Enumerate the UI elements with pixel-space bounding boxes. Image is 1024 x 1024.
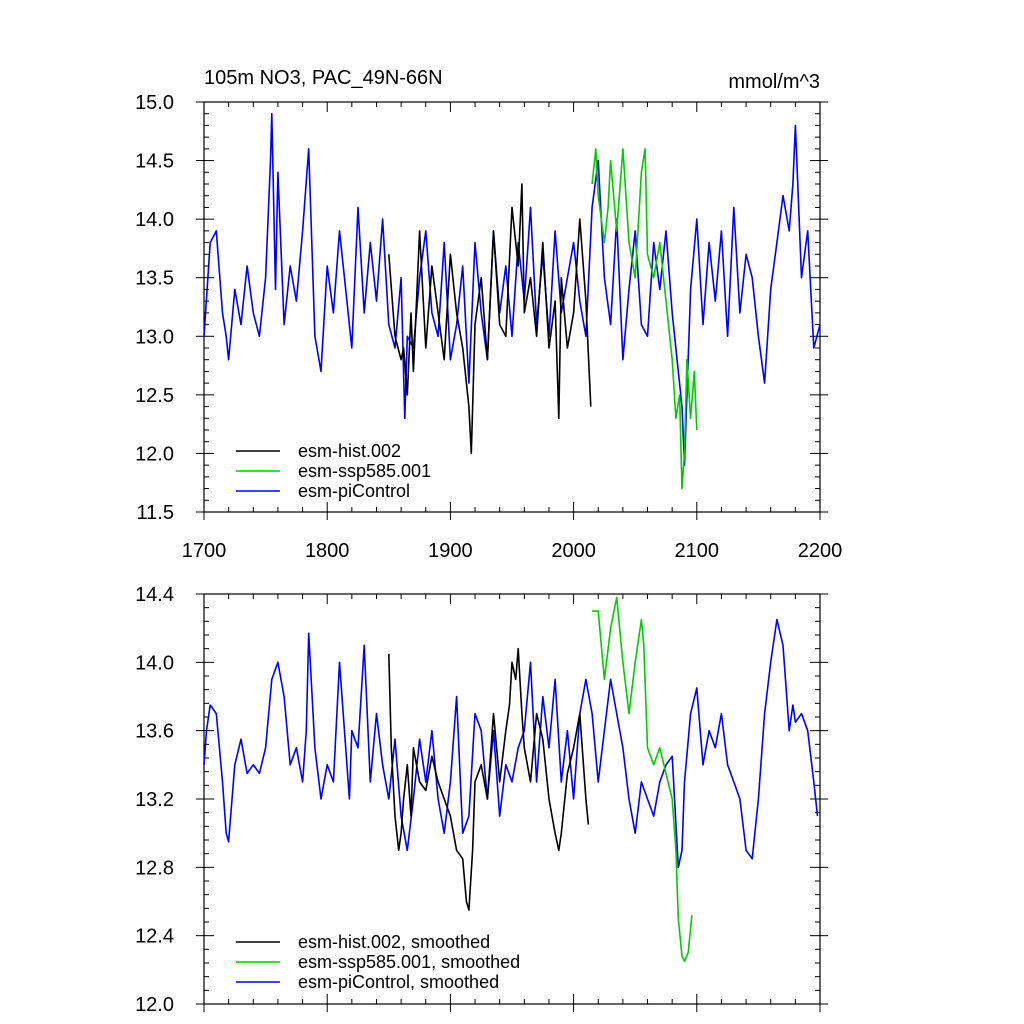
- top-chart-units: mmol/m^3: [728, 71, 820, 93]
- top-y-tick-label: 14.5: [135, 151, 174, 173]
- top-axes: 1700 1800 1900 2000 2100 2200 11.5 12.0 12.5 13.0…: [135, 92, 842, 562]
- top-y-tick-label: 11.5: [137, 502, 174, 524]
- top-series-line: [388, 183, 592, 455]
- top-plot-frame: [203, 101, 821, 513]
- top-legend-label: esm-piControl: [298, 481, 410, 501]
- bottom-axes: 12.0 12.4 12.8 13.2 13.6 14.0 14.4: [135, 584, 828, 1016]
- bottom-y-tick-label: 14.4: [135, 584, 174, 606]
- top-y-tick-label: 13.0: [135, 326, 174, 348]
- top-chart-title: 105m NO3, PAC_49N-66N: [204, 67, 443, 89]
- bottom-series-line: [592, 596, 693, 963]
- bottom-y-tick-label: 12.4: [135, 926, 174, 948]
- top-y-tick-label: 14.0: [135, 209, 174, 231]
- bottom-y-tick-label: 12.0: [135, 994, 174, 1016]
- bottom-series-line: [203, 618, 819, 869]
- bottom-y-tick-label: 12.8: [135, 857, 174, 879]
- top-legend-label: esm-ssp585.001: [298, 461, 431, 481]
- bottom-chart-panel: 12.0 12.4 12.8 13.2 13.6 14.0 14.4 esm-hist.00…: [135, 584, 828, 1016]
- bottom-y-tick-label: 13.2: [135, 789, 174, 811]
- top-series-line: [591, 148, 698, 490]
- bottom-y-tick-label: 14.0: [135, 652, 174, 674]
- top-x-tick-label: 1700: [182, 540, 227, 562]
- bottom-series-lines: [203, 596, 819, 963]
- top-x-tick-label: 2100: [675, 540, 720, 562]
- top-series-line: [203, 112, 821, 466]
- top-chart-panel: 105m NO3, PAC_49N-66N mmol/m^3 1700 1800 1…: [135, 67, 842, 562]
- bottom-series-line: [388, 647, 590, 911]
- bottom-legend-label: esm-ssp585.001, smoothed: [298, 952, 520, 972]
- bottom-legend-label: esm-piControl, smoothed: [298, 972, 499, 992]
- top-x-tick-label: 2000: [551, 540, 596, 562]
- top-legend-label: esm-hist.002: [298, 441, 401, 461]
- top-y-tick-label: 13.5: [135, 268, 174, 290]
- top-x-tick-label: 2200: [798, 540, 843, 562]
- top-series-lines: [203, 112, 821, 490]
- top-y-tick-label: 15.0: [135, 92, 174, 114]
- top-x-tick-label: 1800: [305, 540, 350, 562]
- bottom-y-tick-label: 13.6: [135, 721, 174, 743]
- bottom-plot-frame: [203, 593, 821, 1005]
- top-y-tick-label: 12.0: [135, 443, 174, 465]
- bottom-legend-label: esm-hist.002, smoothed: [298, 932, 490, 952]
- top-x-tick-label: 1900: [428, 540, 473, 562]
- top-y-tick-label: 12.5: [135, 385, 174, 407]
